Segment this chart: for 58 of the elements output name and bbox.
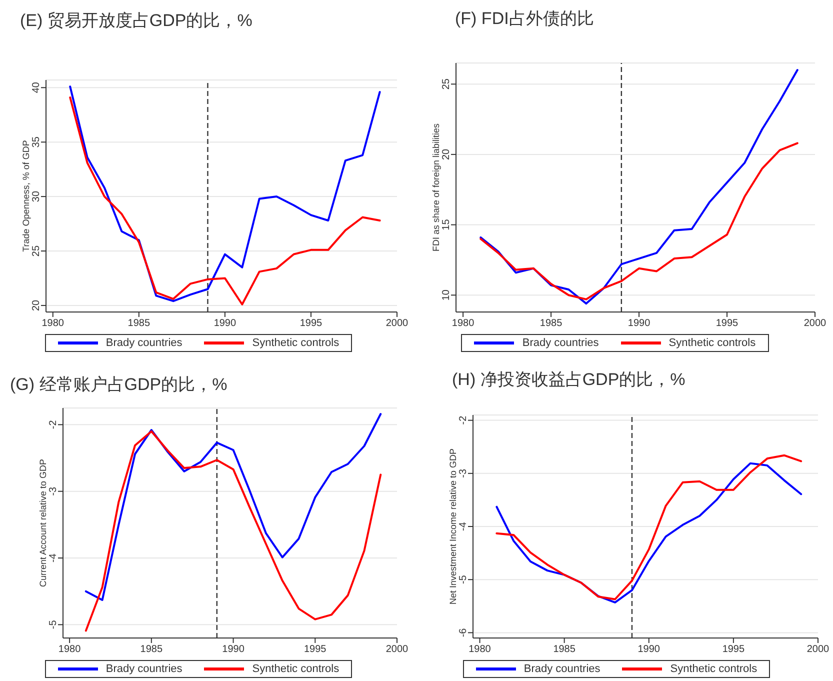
y-tick-label: -5	[458, 574, 469, 584]
y-axis-title: FDI as share of foreign liabilities	[431, 122, 441, 252]
legend-label: Synthetic controls	[252, 337, 340, 349]
chart-title: (H) 净投资收益占GDP的比，%	[452, 369, 686, 391]
y-tick-label: 25	[441, 78, 452, 90]
x-tick-label: 1990	[214, 318, 236, 330]
x-tick-label: 1990	[638, 644, 660, 656]
y-tick-label: 35	[31, 136, 42, 148]
chart-title: (F) FDI占外债的比	[455, 8, 594, 30]
y-tick-label: 15	[441, 218, 452, 230]
legend-label: Synthetic controls	[670, 663, 758, 675]
line-series	[84, 430, 382, 632]
legend-label: Synthetic controls	[668, 337, 756, 349]
chart-title: (G) 经常账户占GDP的比，%	[10, 374, 228, 396]
x-tick-label: 1985	[140, 644, 163, 656]
x-tick-label: 1980	[42, 318, 64, 330]
x-tick-label: 1980	[452, 318, 475, 330]
x-tick-label: 1985	[128, 318, 150, 330]
x-tick-label: 1980	[468, 644, 492, 656]
x-tick-label: 1985	[540, 318, 563, 330]
legend-label: Synthetic controls	[252, 663, 340, 675]
y-tick-label: 10	[441, 289, 452, 301]
y-axis-title: Net Investment Income relative to GDP	[448, 448, 458, 605]
x-tick-label: 1995	[304, 644, 327, 656]
y-tick-label: 40	[31, 82, 42, 94]
x-tick-label: 1995	[722, 644, 745, 656]
y-tick-label: -4	[458, 522, 469, 531]
line-series	[480, 142, 798, 300]
y-axis-title: Current Account relative to GDP	[38, 458, 48, 588]
y-tick-label: -5	[48, 620, 59, 630]
x-tick-label: 2000	[804, 318, 827, 330]
y-tick-label: -2	[458, 415, 469, 425]
legend-label: Brady countries	[106, 663, 182, 675]
y-tick-label: 20	[31, 299, 42, 312]
x-tick-label: 1995	[300, 318, 323, 330]
x-tick-label: 1985	[553, 644, 576, 656]
x-tick-label: 2000	[386, 644, 409, 656]
x-tick-label: 1995	[716, 318, 739, 330]
y-tick-label: -6	[458, 628, 469, 638]
line-series	[84, 413, 382, 601]
y-tick-label: -2	[48, 420, 59, 430]
x-tick-label: 2000	[386, 318, 409, 330]
y-tick-label: -4	[48, 553, 59, 562]
x-tick-label: 1990	[222, 644, 245, 656]
chart-title: (E) 贸易开放度占GDP的比，%	[20, 10, 252, 32]
y-tick-label: -3	[458, 468, 469, 478]
x-tick-label: 2000	[806, 644, 830, 656]
line-series	[480, 69, 798, 305]
y-axis-title: Trade Openness, % of GDP	[21, 140, 31, 252]
y-tick-label: 20	[441, 148, 452, 160]
legend-label: Brady countries	[522, 337, 599, 349]
y-tick-label: 25	[31, 245, 42, 257]
x-tick-label: 1990	[628, 318, 651, 330]
legend-label: Brady countries	[106, 337, 182, 349]
y-tick-label: 30	[31, 190, 42, 202]
x-tick-label: 1980	[58, 644, 82, 656]
y-tick-label: -3	[48, 486, 59, 496]
legend-label: Brady countries	[524, 663, 600, 675]
